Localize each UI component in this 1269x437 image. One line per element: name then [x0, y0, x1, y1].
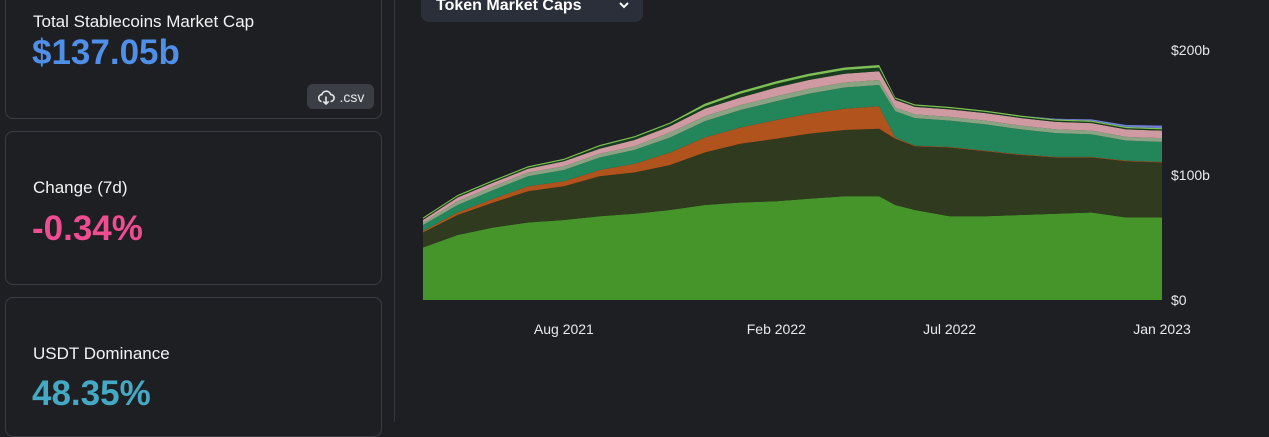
dominance-label: USDT Dominance: [33, 344, 170, 363]
chevron-down-icon: [619, 2, 629, 9]
change-card: Change (7d) -0.34%: [5, 131, 382, 285]
cloud-download-icon: [317, 89, 335, 105]
chart-type-dropdown[interactable]: Token Market Caps: [421, 0, 643, 22]
y-tick-label: $0: [1171, 292, 1187, 308]
change-label: Change (7d): [33, 178, 128, 197]
x-tick-label: Jan 2023: [1133, 321, 1191, 337]
y-tick-label: $200b: [1171, 42, 1210, 58]
download-csv-button[interactable]: .csv: [307, 84, 374, 109]
market-cap-value: $137.05b: [32, 33, 180, 72]
market-cap-chart: $0 $100b $200b Aug 2021 Feb 2022 Jul 2022 Jan…: [423, 42, 1210, 337]
market-cap-label: Total Stablecoins Market Cap: [33, 12, 255, 31]
x-tick-label: Feb 2022: [747, 321, 806, 337]
area-series-2: [423, 128, 1162, 248]
area-series-4: [423, 85, 1162, 232]
change-value: -0.34%: [32, 209, 143, 248]
dominance-card: USDT Dominance 48.35%: [5, 297, 382, 437]
area-series-1: [423, 196, 1162, 300]
x-tick-label: Jul 2022: [923, 321, 976, 337]
dropdown-label: Token Market Caps: [436, 0, 582, 14]
x-tick-label: Aug 2021: [534, 321, 594, 337]
market-cap-card: Total Stablecoins Market Cap $137.05b .c…: [5, 0, 382, 119]
panel-divider: [394, 0, 395, 422]
dominance-value: 48.35%: [32, 374, 151, 413]
y-tick-label: $100b: [1171, 167, 1210, 183]
area-series-3: [423, 106, 1162, 233]
csv-label: .csv: [339, 88, 365, 105]
